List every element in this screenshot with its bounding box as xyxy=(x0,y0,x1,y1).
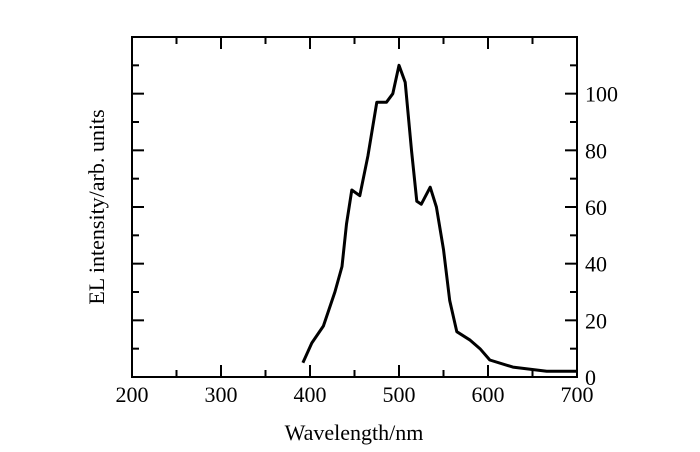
y-tick-label: 80 xyxy=(585,138,607,163)
series-line xyxy=(301,63,577,373)
x-tick-label: 300 xyxy=(205,382,238,407)
x-tick-label: 400 xyxy=(294,382,327,407)
y-tick-label: 60 xyxy=(585,195,607,220)
x-axis-label: Wavelength/nm xyxy=(285,420,424,445)
plot-frame xyxy=(131,36,578,378)
x-tick-label: 600 xyxy=(472,382,505,407)
x-tick-label: 700 xyxy=(561,382,594,407)
y-axis-label: EL intensity/arb. units xyxy=(84,109,109,304)
y-tick-label: 100 xyxy=(585,82,618,107)
x-tick-label: 200 xyxy=(116,382,149,407)
x-tick-label: 500 xyxy=(383,382,416,407)
y-tick-label: 20 xyxy=(585,308,607,333)
y-tick-label: 0 xyxy=(585,365,596,390)
y-tick-label: 40 xyxy=(585,252,607,277)
